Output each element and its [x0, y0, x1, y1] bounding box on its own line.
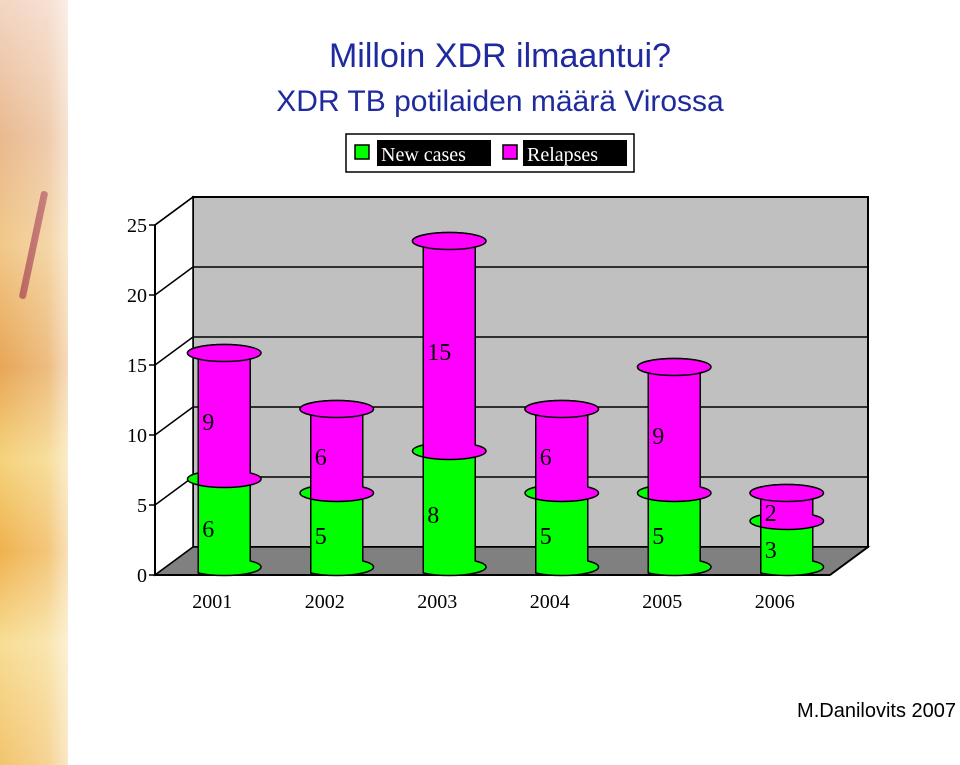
- y-tick-label: 0: [137, 565, 147, 587]
- legend-label-relapses: Relapses: [527, 144, 598, 166]
- legend-swatch-relapses: [502, 144, 518, 160]
- data-label-relapses: 9: [652, 424, 664, 450]
- gridline-diagonal: [154, 196, 194, 226]
- y-tick-label: 5: [137, 495, 147, 517]
- y-tick-label: 20: [127, 285, 147, 307]
- legend: New cases Relapses: [345, 133, 635, 173]
- x-tick-label: 2002: [305, 591, 345, 613]
- legend-swatch-new-cases: [354, 144, 370, 160]
- data-label-new-cases: 5: [315, 524, 327, 550]
- page-subtitle: XDR TB potilaiden määrä Virossa: [276, 85, 724, 118]
- x-tick-label: 2005: [642, 591, 682, 613]
- gridline-diagonal: [154, 336, 194, 366]
- x-tick-label: 2006: [755, 591, 795, 613]
- y-tick-label: 10: [127, 425, 147, 447]
- page-title: Milloin XDR ilmaantui?: [328, 37, 671, 75]
- bar-cap-2002: [299, 399, 375, 419]
- bar-cap-2003: [411, 231, 487, 251]
- y-tick-label: 15: [127, 355, 147, 377]
- floor-edge: [829, 546, 869, 576]
- data-label-new-cases: 5: [540, 524, 552, 550]
- bar-relapses-2005: [636, 357, 712, 503]
- x-tick-label: 2004: [530, 591, 570, 613]
- data-label-new-cases: 3: [765, 538, 777, 564]
- data-label-relapses: 9: [202, 410, 214, 436]
- data-label-relapses: 15: [427, 340, 451, 366]
- x-tick-label: 2001: [192, 591, 232, 613]
- decorative-sidebar: [0, 0, 68, 765]
- bar-cap-2006: [749, 483, 825, 503]
- data-label-new-cases: 6: [202, 517, 214, 543]
- bar-cap-2001: [186, 343, 262, 363]
- bar-new-cases-2003: [411, 441, 487, 577]
- bar-relapses-2001: [186, 343, 262, 489]
- bar-cap-2004: [524, 399, 600, 419]
- y-tick-label: 25: [127, 215, 147, 237]
- data-label-relapses: 6: [540, 445, 552, 471]
- gridline-diagonal: [154, 406, 194, 436]
- x-tick-label: 2003: [417, 591, 457, 613]
- data-label-new-cases: 5: [652, 524, 664, 550]
- legend-label-new-cases: New cases: [381, 144, 466, 166]
- gridline-diagonal: [154, 266, 194, 296]
- gridline-diagonal: [154, 476, 194, 506]
- data-label-relapses: 6: [315, 445, 327, 471]
- chart-side-wall: [154, 195, 194, 577]
- author-credit: M.Danilovits 2007: [797, 700, 956, 722]
- data-label-relapses: 2: [765, 501, 777, 527]
- bar-cap-2005: [636, 357, 712, 377]
- data-label-new-cases: 8: [427, 503, 439, 529]
